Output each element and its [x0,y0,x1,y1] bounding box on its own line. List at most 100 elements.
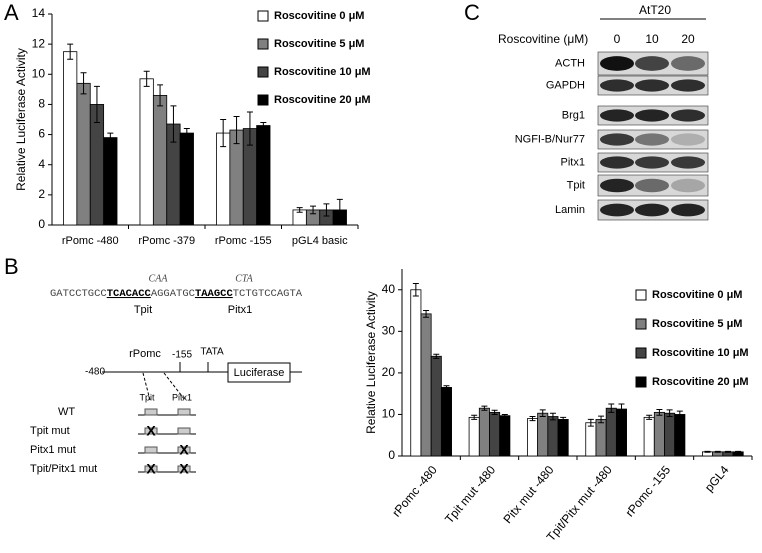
construct-label: Luciferase [234,367,285,379]
variant-label: Tpit mut [30,425,70,437]
legend-swatch [257,10,269,22]
y-axis-label: Relative Luciferase Activity [14,48,28,191]
x-tick-label: rPomc -480 [62,235,119,247]
site-label: Pitx1 [172,392,192,402]
row-label: Pitx1 [561,156,585,168]
cell-line: AtT20 [639,3,671,17]
bar [605,407,617,457]
error-bar [323,203,330,217]
lane-label: 10 [645,32,659,46]
construct-label: -480 [85,367,105,378]
row-label: Brg1 [562,109,585,121]
panel-label: C [464,0,480,25]
error-bar [618,403,625,415]
y-tick-label: 0 [388,448,395,462]
band [600,56,634,71]
error-bar [220,119,227,148]
error-bar [423,310,430,318]
error-bar [724,450,731,453]
legend-swatch [635,347,647,359]
bar [615,408,627,457]
error-bar [529,416,536,422]
band [600,156,634,169]
error-bar [646,414,653,420]
construct [102,362,302,401]
variant-label: Pitx1 mut [30,444,76,456]
variant-label: WT [58,406,75,418]
error-bar [67,43,74,60]
error-bar [296,207,303,213]
site-label: Tpit [134,304,152,316]
x-tick-label: pGL4 [702,463,732,495]
bar [643,416,655,457]
seq-site: TAAGCC [195,288,234,300]
y-tick-label: 6 [38,127,45,141]
seq-part: GATCCTGCC [50,288,107,300]
error-bar [107,132,114,143]
bar [103,137,118,226]
y-tick-label: 30 [382,324,396,338]
y-tick-label: 0 [38,217,45,231]
site-box [177,446,191,454]
mutation: CTA [235,273,253,284]
x-tick-label: pGL4 basic [292,235,348,247]
error-bar [560,416,567,423]
band [635,133,669,146]
bar [430,355,442,457]
x-tick-label: rPomc -155 [215,235,272,247]
mutation-x: X [146,461,156,477]
band [635,79,669,92]
legend-swatch [635,318,647,330]
bar [595,419,607,457]
band [600,133,634,146]
y-tick-label: 8 [38,97,45,111]
error-bar [260,122,267,130]
site-box [177,408,191,416]
bar [179,132,194,226]
error-bar [157,84,164,107]
bar [139,78,154,226]
bar [478,407,490,457]
panel-label: A [4,0,19,25]
legend-swatch [635,289,647,301]
error-bar [608,403,615,413]
legend-label: Roscovitine 10 μM [274,66,371,78]
bar [664,412,676,457]
legend-label: Roscovitine 20 μM [274,94,371,106]
bar [76,82,91,226]
bar [499,415,511,457]
site-box [177,427,191,435]
band [635,109,669,122]
bar [468,416,480,457]
bar [410,289,422,457]
y-axis-label: Relative Luciferase Activity [364,291,378,434]
y-tick-label: 14 [32,6,46,20]
construct-label: rPomc [129,348,161,360]
y-tick-label: 12 [32,36,46,50]
row-label: Tpit [567,179,585,191]
y-tick-label: 2 [38,187,45,201]
band [635,178,669,193]
construct-label: -155 [172,350,192,361]
legend-label: Roscovitine 0 μM [652,289,742,301]
band [600,109,634,122]
y-tick-label: 10 [382,407,396,421]
row-label: NGFI-B/Nur77 [515,133,585,145]
error-bar [539,409,546,418]
error-bar [433,353,440,359]
band [600,79,634,92]
legend-swatch [257,66,269,78]
error-bar [336,198,343,221]
treatment-label: Roscovitine (μM) [498,32,588,46]
error-bar [598,415,605,424]
site-box [144,465,158,473]
band [671,156,705,169]
bar [674,414,686,457]
bar [440,387,452,457]
error-bar [183,128,190,139]
site-box [144,446,158,454]
site-box [177,465,191,473]
error-bar [80,72,87,95]
site-box [144,427,158,435]
